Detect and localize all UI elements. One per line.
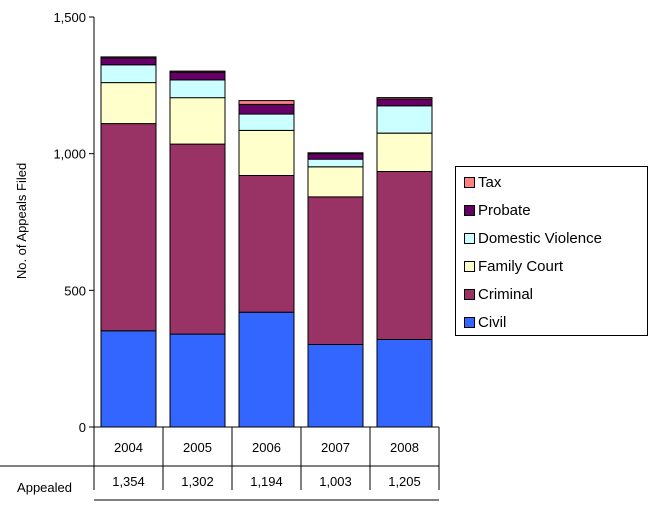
bar-family-court-2006 [238, 129, 295, 176]
bar-criminal-2004 [100, 123, 157, 332]
bar-probate-2005 [169, 71, 226, 81]
legend-swatch [464, 316, 475, 328]
axes-layer: 0 500 1,000 1,500 [53, 10, 439, 435]
legend-item-probate: Probate [464, 200, 531, 220]
table-value: 1,205 [388, 474, 421, 489]
table-value: 1,194 [250, 474, 283, 489]
legend-label: Probate [478, 201, 531, 219]
bar-criminal-2005 [169, 143, 226, 335]
y-tick-label: 500 [64, 283, 86, 298]
bar-domestic-violence-2008 [376, 105, 433, 134]
bar-criminal-2008 [376, 170, 433, 340]
x-category-label: 2004 [114, 440, 143, 455]
table-value: 1,302 [181, 474, 214, 489]
x-category-label: 2007 [321, 440, 350, 455]
bar-domestic-violence-2007 [307, 158, 364, 168]
bar-civil-2004 [100, 330, 157, 428]
bar-family-court-2004 [100, 82, 157, 125]
legend-item-civil: Civil [464, 312, 506, 332]
legend-swatch [464, 204, 475, 216]
legend-label: Family Court [478, 257, 564, 275]
bar-family-court-2008 [376, 132, 433, 172]
bar-civil-2006 [238, 311, 295, 428]
legend-swatch [464, 288, 475, 300]
bar-tax-2005 [169, 70, 226, 73]
legend-label: Tax [478, 173, 502, 191]
bar-civil-2007 [307, 344, 364, 428]
table-value: 1,003 [319, 474, 352, 489]
legend-item-domestic-violence: Domestic Violence [464, 228, 602, 248]
legend-swatch [464, 260, 475, 272]
data-table: 2004 1,354 2005 1,302 2006 1,194 2007 1,003 2008… [0, 427, 440, 501]
bar-family-court-2007 [307, 166, 364, 198]
legend-swatch [464, 232, 475, 244]
bar-civil-2005 [169, 333, 226, 428]
y-tick-label: 1,000 [53, 147, 86, 162]
x-category-label: 2005 [183, 440, 212, 455]
bar-tax-2006 [238, 100, 295, 105]
bar-domestic-violence-2004 [100, 64, 157, 84]
bar-tax-2007 [307, 152, 364, 155]
bar-probate-2006 [238, 104, 295, 115]
legend-swatch [464, 176, 475, 188]
bar-probate-2004 [100, 57, 157, 66]
legend-item-criminal: Criminal [464, 284, 533, 304]
bar-domestic-violence-2005 [169, 79, 226, 99]
bar-civil-2008 [376, 339, 433, 428]
x-category-label: 2006 [252, 440, 281, 455]
bar-family-court-2005 [169, 97, 226, 145]
bar-tax-2004 [100, 56, 157, 59]
y-tick-label: 1,500 [53, 10, 86, 25]
legend-item-family-court: Family Court [464, 256, 563, 276]
bar-domestic-violence-2006 [238, 113, 295, 131]
bar-probate-2007 [307, 153, 364, 160]
x-category-label: 2008 [390, 440, 419, 455]
y-axis-label: No. of Appeals Filed [14, 163, 29, 279]
bars-layer [100, 56, 433, 428]
bar-criminal-2007 [307, 196, 364, 345]
y-tick-label: 0 [79, 420, 86, 435]
legend: Tax Probate Domestic Violence Family Court C… [455, 166, 648, 336]
table-value: 1,354 [112, 474, 145, 489]
legend-label: Domestic Violence [478, 229, 602, 247]
legend-label: Criminal [478, 285, 534, 303]
legend-item-tax: Tax [464, 172, 501, 192]
bar-probate-2008 [376, 98, 433, 107]
legend-label: Civil [478, 313, 507, 331]
bar-criminal-2006 [238, 175, 295, 313]
bar-tax-2008 [376, 97, 433, 100]
table-row-label: Appealed [17, 480, 72, 495]
